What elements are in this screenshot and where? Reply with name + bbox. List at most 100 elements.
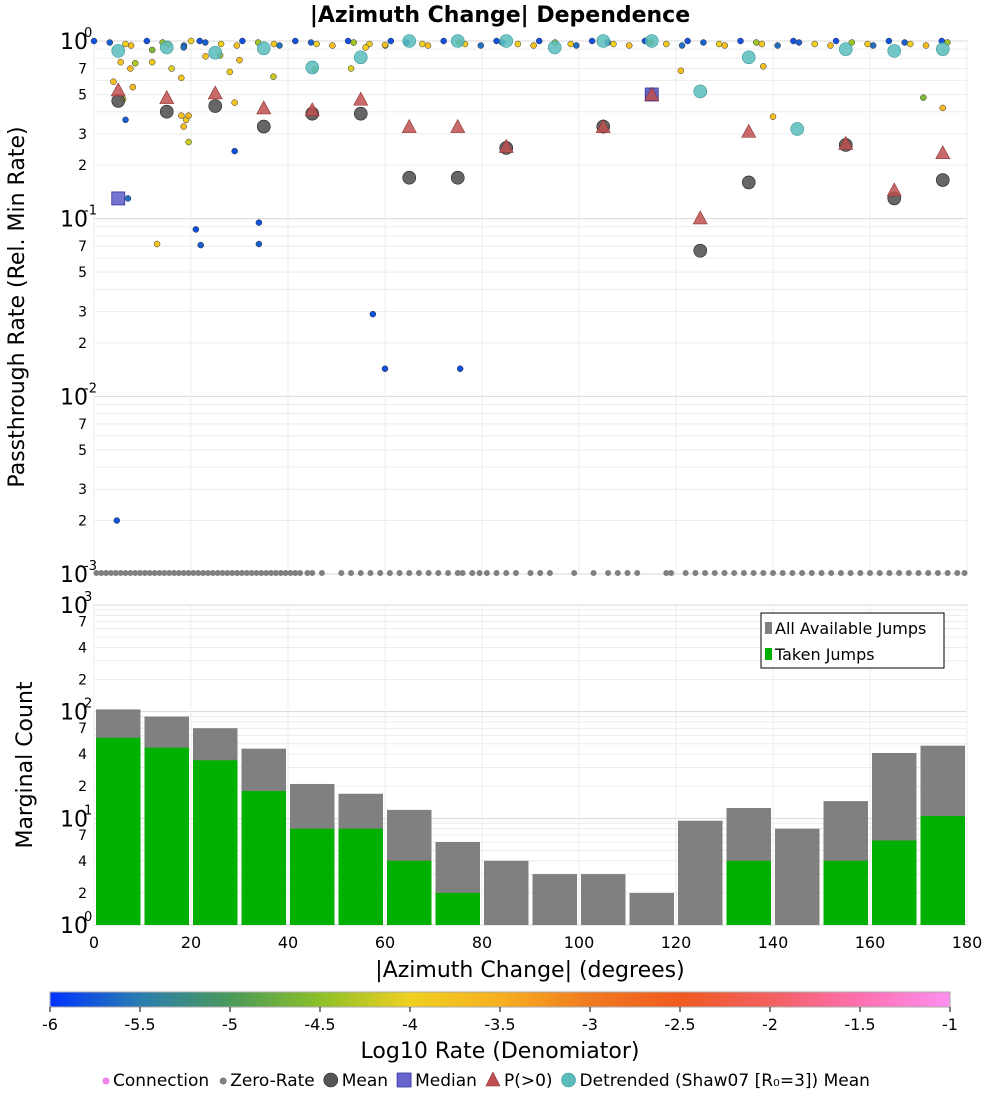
connection-point [535,37,543,45]
zero-rate-point [156,570,163,576]
y-tick-mantissa: 10 [60,701,88,726]
y-tick-mantissa: 10 [60,594,88,619]
y-tick-label: 7 [78,721,87,737]
connection-point [588,37,596,45]
zero-rate-point [209,570,216,576]
y-tick-label: 5 [78,265,87,281]
zero-rate-point [779,570,786,576]
zero-rate-point [692,570,699,576]
legend-item: Mean [323,1071,388,1091]
zero-rate-point [146,570,153,576]
colorbar-label: Log10 Rate (Denomiator) [361,1039,640,1064]
zero-rate-point [377,570,384,576]
colorbar-tick-label: -3.5 [484,1015,515,1034]
detrended-mean-point [111,44,126,58]
bar-all-jumps [581,874,626,925]
legend-label: Median [415,1071,477,1091]
connection-point [124,195,132,202]
p-gt-zero-point [110,82,126,97]
connection-point [381,365,389,372]
connection-point [774,42,781,49]
zero-rate-point [175,570,182,576]
p-gt-zero-point [595,118,611,133]
zero-rate-point [127,570,134,576]
zero-rate-point [469,570,476,576]
zero-rate-point [721,570,728,576]
zero-rate-point [711,570,718,576]
bar-taken-jumps [435,892,480,925]
zero-rate-point [219,570,226,576]
zero-rate-point [896,570,903,576]
connection-point [197,241,204,249]
y-tick-label: 5 [78,443,87,459]
zero-rate-point [934,570,941,576]
detrended-mean-point [450,34,465,48]
zero-rate-point [224,570,231,576]
zero-rate-point [406,570,413,576]
y-tick-mantissa: 10 [60,563,88,588]
y-tick-label: 102 [60,697,92,726]
zero-rate-point [857,570,864,576]
y-tick-mantissa: 10 [60,208,88,233]
colorbar-tick-label: -6 [42,1015,58,1034]
y-tick-minor: 5 [78,265,87,281]
detrended-mean-point [159,40,174,55]
y-tick-exponent: 0 [84,26,92,41]
zero-rate-point [112,570,119,576]
y-tick-mantissa: 10 [60,385,88,410]
bar-all-jumps [775,828,820,925]
zero-rate-point [229,570,236,576]
p-gt-zero-point [256,100,272,115]
connection-point [231,147,238,155]
y-tick-label: 2 [78,886,87,902]
y-tick-minor: 4 [78,640,87,656]
legend-label-taken: Taken Jumps [774,645,875,664]
detrended-mean-point [499,34,514,48]
p-gt-zero-point [450,118,466,133]
bar-taken-jumps [290,828,335,925]
colorbar-tick-label: -5 [222,1015,238,1034]
zero-rate-point [828,570,835,576]
connection-point [369,310,377,318]
bar-taken-jumps [241,791,286,925]
colorbar: -6 -5.5 -5 -4.5 -4 -3.5 -3 -2.5 -2 -1.5 -1 Log10 R… [42,991,958,1064]
zero-rate-point [476,570,483,576]
p-gt-zero-point [838,135,854,150]
p-gt-zero-point [692,210,708,225]
zero-rate-point [605,570,612,576]
zero-rate-point [297,570,304,576]
zero-rate-point [483,570,490,576]
y-tick-exponent: 0 [84,910,92,925]
detrended-mean-point [693,84,708,99]
zero-rate-point [512,570,519,576]
y-tick-label: 4 [78,640,87,656]
connection-point [143,37,151,45]
zero-rate-point [493,570,500,576]
connection-point [270,73,277,80]
zero-rate-point [171,570,178,576]
connection-point [148,46,156,54]
detrended-mean-point [790,122,805,136]
connection-point [148,58,156,66]
connection-point [127,65,134,72]
connection-point [180,44,187,51]
legend-item: Connection [102,1071,209,1091]
detrended-mean-point [305,60,320,75]
mean-point [159,104,174,119]
zero-rate-point [292,570,299,576]
p-gt-zero-point [401,118,417,133]
connection-point [192,226,200,233]
connection-point [811,40,818,48]
legend-label: Zero-Rate [230,1071,315,1091]
legend-marker [323,1072,339,1088]
connection-point [313,40,320,48]
y-tick-minor: 2 [78,779,87,795]
bar-taken-jumps [193,760,238,925]
zero-rate-point [258,570,265,576]
zero-rate-point [571,570,578,576]
zero-rate-point [214,570,221,576]
connection-point [344,37,352,45]
zero-rate-point [537,570,544,576]
y-tick-minor: 7 [78,62,87,78]
